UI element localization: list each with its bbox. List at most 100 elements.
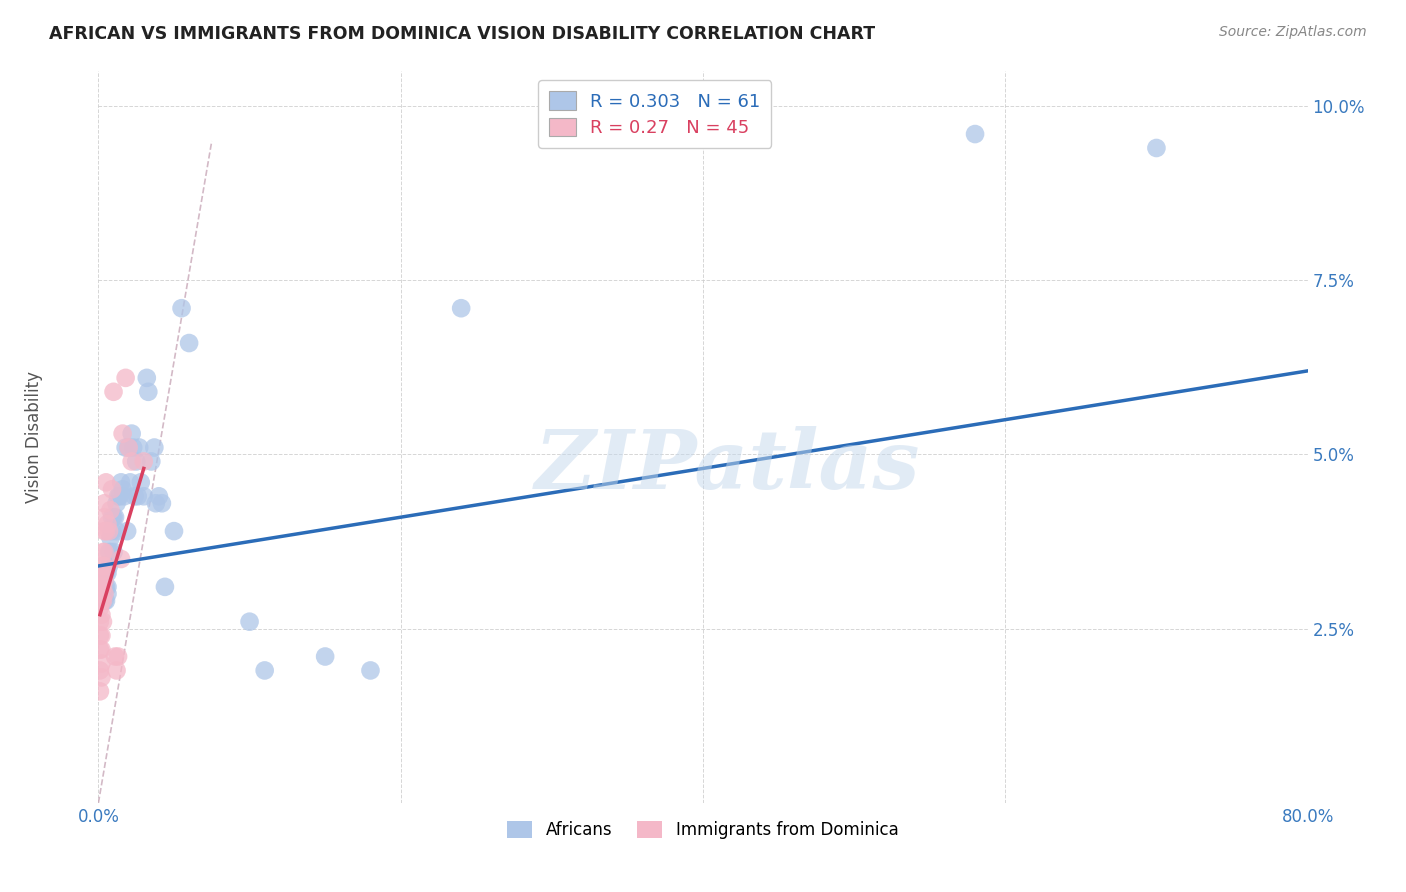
- Point: [93, 496, 115, 510]
- Point: [110, 475, 132, 490]
- Point: [94, 594, 117, 608]
- Point: [125, 454, 148, 468]
- Point: [96, 566, 118, 580]
- Point: [91, 594, 114, 608]
- Point: [239, 615, 262, 629]
- Point: [98, 524, 121, 538]
- Point: [118, 441, 141, 455]
- Point: [89, 684, 111, 698]
- Point: [163, 524, 186, 538]
- Point: [89, 615, 111, 629]
- Point: [179, 336, 201, 351]
- Point: [103, 510, 125, 524]
- Point: [120, 475, 142, 490]
- Point: [91, 580, 114, 594]
- Point: [135, 371, 157, 385]
- Point: [103, 384, 125, 399]
- Point: [93, 587, 115, 601]
- Point: [965, 127, 987, 141]
- Point: [115, 524, 138, 538]
- Point: [111, 426, 134, 441]
- Point: [100, 545, 122, 559]
- Point: [122, 441, 145, 455]
- Point: [100, 531, 122, 545]
- Point: [90, 566, 112, 580]
- Point: [105, 496, 128, 510]
- Point: [94, 566, 117, 580]
- Point: [96, 580, 118, 594]
- Point: [107, 649, 129, 664]
- Point: [89, 587, 111, 601]
- Point: [93, 580, 115, 594]
- Point: [93, 558, 115, 573]
- Text: AFRICAN VS IMMIGRANTS FROM DOMINICA VISION DISABILITY CORRELATION CHART: AFRICAN VS IMMIGRANTS FROM DOMINICA VISI…: [49, 25, 876, 43]
- Point: [132, 454, 155, 468]
- Point: [90, 629, 112, 643]
- Point: [136, 384, 159, 399]
- Point: [91, 580, 114, 594]
- Point: [114, 441, 136, 455]
- Point: [91, 545, 114, 559]
- Point: [314, 649, 336, 664]
- Point: [141, 454, 163, 468]
- Text: ZIPatlas: ZIPatlas: [534, 426, 920, 507]
- Point: [103, 545, 125, 559]
- Point: [91, 573, 114, 587]
- Point: [101, 483, 124, 497]
- Point: [89, 580, 111, 594]
- Point: [89, 664, 111, 678]
- Point: [89, 600, 111, 615]
- Point: [108, 489, 131, 503]
- Point: [91, 594, 114, 608]
- Point: [132, 489, 155, 503]
- Point: [90, 587, 112, 601]
- Point: [153, 580, 176, 594]
- Point: [89, 629, 111, 643]
- Point: [104, 510, 127, 524]
- Point: [93, 594, 115, 608]
- Point: [104, 649, 127, 664]
- Point: [114, 371, 136, 385]
- Point: [91, 615, 114, 629]
- Point: [90, 594, 112, 608]
- Point: [148, 489, 170, 503]
- Point: [90, 657, 112, 671]
- Point: [360, 664, 382, 678]
- Point: [89, 580, 111, 594]
- Point: [98, 545, 121, 559]
- Point: [91, 558, 114, 573]
- Point: [1144, 141, 1167, 155]
- Point: [145, 496, 167, 510]
- Point: [121, 426, 143, 441]
- Point: [105, 524, 128, 538]
- Point: [98, 558, 121, 573]
- Y-axis label: Vision Disability: Vision Disability: [25, 371, 42, 503]
- Point: [96, 587, 118, 601]
- Text: Source: ZipAtlas.com: Source: ZipAtlas.com: [1219, 25, 1367, 39]
- Point: [90, 670, 112, 684]
- Legend: Africans, Immigrants from Dominica: Africans, Immigrants from Dominica: [501, 814, 905, 846]
- Point: [253, 664, 276, 678]
- Point: [129, 475, 152, 490]
- Point: [90, 580, 112, 594]
- Point: [101, 524, 124, 538]
- Point: [94, 524, 117, 538]
- Point: [127, 489, 149, 503]
- Point: [143, 441, 166, 455]
- Point: [110, 552, 132, 566]
- Point: [128, 441, 150, 455]
- Point: [150, 496, 173, 510]
- Point: [96, 517, 118, 532]
- Point: [94, 580, 117, 594]
- Point: [94, 475, 117, 490]
- Point: [93, 524, 115, 538]
- Point: [100, 503, 122, 517]
- Point: [90, 607, 112, 622]
- Point: [111, 483, 134, 497]
- Point: [121, 454, 143, 468]
- Point: [90, 642, 112, 657]
- Point: [118, 441, 141, 455]
- Point: [107, 489, 129, 503]
- Point: [89, 642, 111, 657]
- Point: [450, 301, 472, 316]
